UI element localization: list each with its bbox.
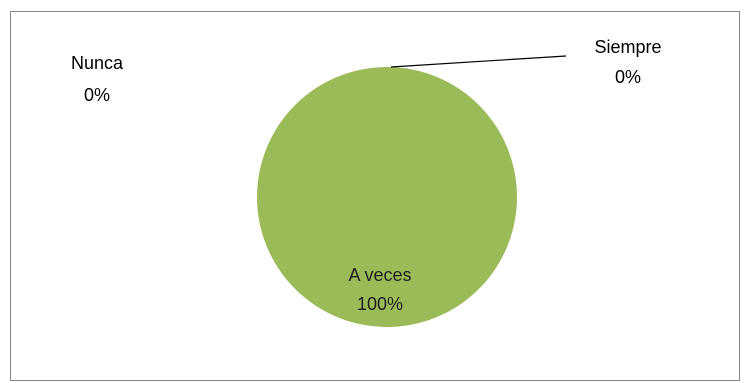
label-siempre-percent: 0% [615,67,641,87]
label-nunca-category: Nunca [71,53,124,73]
label-a-veces-category: A veces [348,265,411,285]
label-nunca: Nunca 0% [71,53,124,105]
pie-slices [257,67,517,327]
leader-line-siempre [390,55,567,68]
label-a-veces: A veces 100% [348,265,411,314]
label-siempre-category: Siempre [594,37,661,57]
label-a-veces-percent: 100% [357,294,403,314]
pie-slice-a-veces [257,67,517,327]
label-nunca-percent: 0% [84,85,110,105]
label-siempre: Siempre 0% [594,37,661,87]
